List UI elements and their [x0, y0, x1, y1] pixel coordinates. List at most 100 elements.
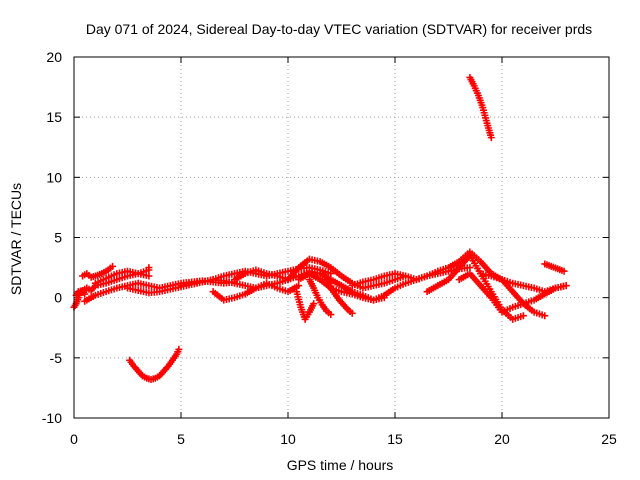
data-point	[509, 313, 525, 323]
data-point	[466, 252, 483, 275]
y-tick-label: 0	[54, 290, 62, 306]
data-point	[145, 282, 161, 291]
data-point	[241, 267, 257, 278]
data-point	[331, 290, 342, 302]
data-point	[241, 285, 258, 298]
data-point	[466, 248, 482, 264]
series-arc-21	[541, 260, 568, 275]
data-point	[263, 279, 279, 291]
data-point	[81, 292, 97, 305]
data-point	[466, 264, 474, 272]
data-point	[380, 285, 397, 299]
data-point	[370, 292, 386, 304]
data-point	[273, 272, 289, 283]
data-point	[562, 282, 570, 290]
data-point	[293, 288, 304, 309]
data-point	[145, 264, 153, 272]
y-axis-label: SDTVAR / TECUs	[8, 183, 24, 295]
series-arc-20	[477, 270, 549, 320]
x-tick-label: 10	[280, 431, 296, 447]
data-point	[231, 291, 247, 302]
series-arc-9	[209, 279, 303, 304]
data-point	[310, 300, 318, 308]
data-point	[487, 272, 503, 283]
data-point	[175, 345, 183, 353]
data-point	[487, 294, 504, 314]
data-point	[509, 288, 526, 306]
data-point	[423, 268, 439, 280]
data-point	[91, 270, 104, 280]
data-point	[156, 369, 166, 380]
series-arc-15	[323, 276, 356, 317]
series-arc-7	[126, 345, 183, 383]
series-arc-16	[348, 248, 570, 296]
axis-ticks: 0 5 10 15 20 25 -10 -5 0 5 10 15 20	[42, 49, 617, 447]
data-point	[252, 266, 268, 277]
data-point	[554, 265, 566, 274]
data-point	[434, 277, 450, 290]
data-point	[305, 302, 317, 316]
data-point	[79, 285, 89, 294]
data-point	[126, 356, 136, 368]
data-point	[109, 262, 117, 270]
data-point	[74, 291, 83, 302]
x-tick-label: 0	[70, 431, 78, 447]
data-point	[340, 301, 350, 312]
data-point	[314, 294, 325, 306]
grid-lines	[74, 57, 609, 418]
data-point	[323, 307, 333, 317]
data-point	[487, 134, 495, 142]
data-point	[252, 280, 268, 292]
data-point	[477, 282, 494, 300]
data-point	[102, 271, 118, 282]
x-axis-label: GPS time / hours	[287, 457, 394, 473]
data-point	[370, 280, 386, 290]
data-point	[466, 73, 477, 88]
data-point	[338, 272, 354, 286]
data-point	[466, 270, 483, 288]
data-point	[138, 372, 149, 381]
data-point	[72, 296, 82, 308]
data-point	[113, 282, 129, 292]
data-point	[477, 258, 494, 276]
data-point	[547, 262, 559, 272]
data-point	[98, 267, 110, 278]
data-point	[102, 277, 118, 287]
data-point	[231, 279, 247, 289]
chart-title: Day 071 of 2024, Sidereal Day-to-day VTE…	[86, 21, 592, 37]
data-point	[479, 104, 490, 125]
data-point	[483, 119, 495, 139]
data-point	[145, 272, 153, 280]
data-point	[173, 348, 182, 358]
data-point	[380, 277, 396, 287]
data-point	[402, 272, 418, 283]
x-tick-label: 15	[387, 431, 403, 447]
data-point	[151, 373, 161, 382]
data-point	[284, 266, 301, 284]
data-point	[391, 280, 407, 292]
data-point	[168, 352, 179, 364]
data-point	[455, 271, 472, 284]
y-tick-label: 15	[46, 109, 62, 125]
data-point	[134, 367, 145, 378]
data-point	[91, 276, 107, 287]
data-point	[316, 258, 333, 270]
data-point	[209, 288, 226, 302]
data-point	[295, 282, 303, 290]
data-point	[295, 271, 311, 284]
data-point	[541, 260, 553, 270]
data-point	[284, 283, 301, 296]
data-point	[79, 271, 89, 280]
data-point	[164, 358, 175, 370]
y-tick-label: -5	[50, 350, 63, 366]
series-arc-5	[91, 267, 153, 287]
data-point	[445, 259, 461, 272]
data-point	[327, 264, 343, 278]
data-point	[295, 257, 311, 272]
data-point	[327, 270, 335, 278]
data-point	[316, 266, 332, 277]
data-point	[530, 284, 546, 295]
data-point	[310, 284, 321, 299]
data-point	[160, 364, 171, 375]
